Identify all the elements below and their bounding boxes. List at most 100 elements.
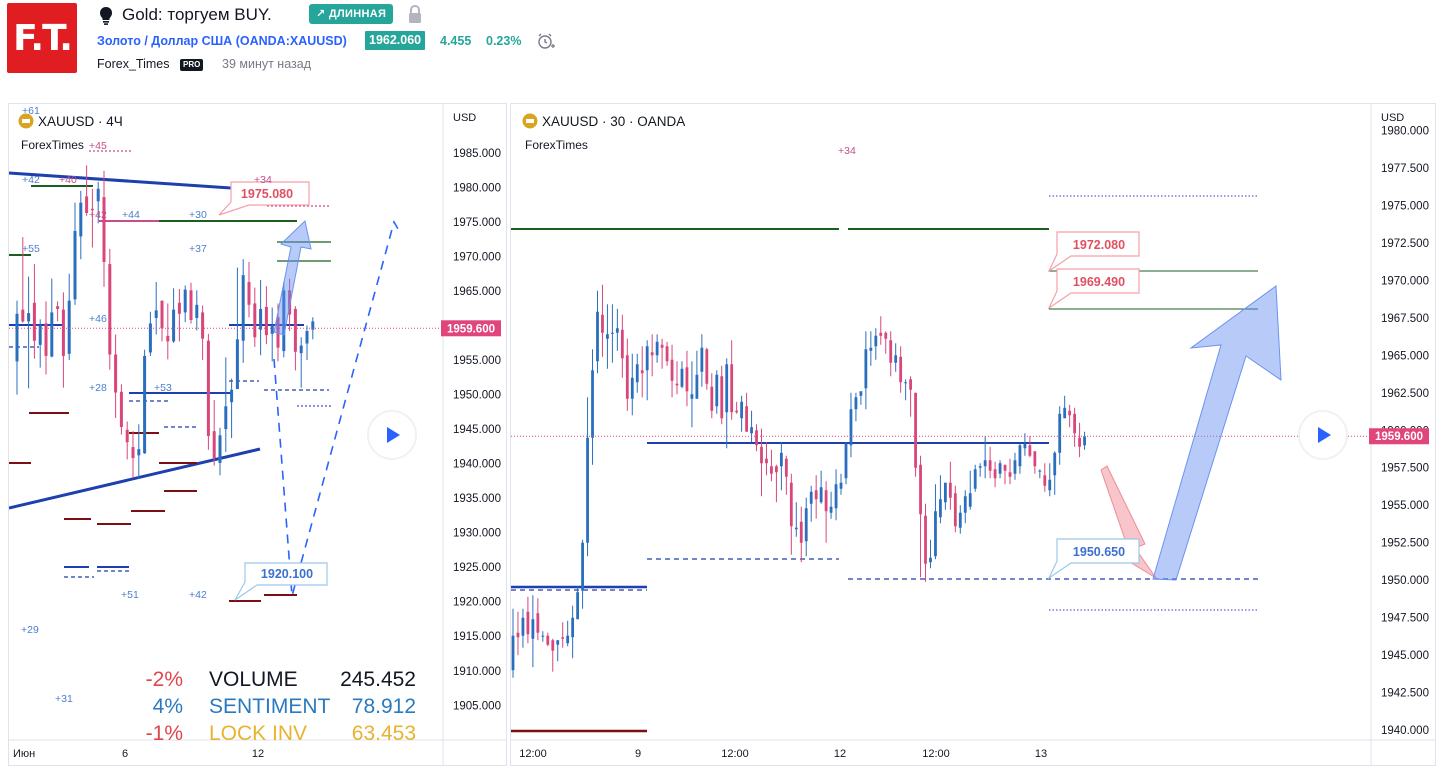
candle-body [1043, 475, 1047, 486]
candle-body [625, 355, 629, 399]
candle-body [879, 332, 883, 336]
price-tick-label: 1940.000 [1381, 725, 1429, 737]
brand-logo[interactable]: F.T. [7, 3, 77, 73]
candle-body [56, 306, 60, 309]
candle-body [119, 391, 123, 428]
candle-body [615, 328, 619, 333]
price-tick-label: 1905.000 [453, 700, 501, 712]
time-tick-label: 9 [635, 748, 641, 760]
candle-body [224, 406, 228, 430]
target-label: 1975.080 [241, 187, 293, 201]
candle-body [556, 640, 560, 645]
candle-body [715, 374, 719, 407]
play-button[interactable] [367, 410, 417, 460]
pro-badge: PRO [180, 59, 204, 71]
target-label-box [1047, 231, 1140, 273]
candle-body [531, 619, 535, 639]
candle-body [660, 344, 664, 348]
time-tick-label: 12:00 [922, 748, 950, 760]
price-tick-label: 1965.000 [1381, 350, 1429, 362]
price-tick-label: 1915.000 [453, 631, 501, 643]
candle-body [1038, 470, 1042, 472]
candle-body [73, 230, 77, 300]
candle-body [521, 617, 525, 636]
price-change: 4.455 [440, 34, 472, 48]
candle-body [998, 463, 1002, 474]
candle-body [154, 310, 158, 318]
candle-body [874, 335, 878, 347]
candle-body [884, 332, 888, 339]
count-annotation: +51 [121, 589, 139, 601]
candle-body [799, 521, 803, 543]
last-price-tag-text: 1959.600 [1375, 431, 1423, 443]
candle-body [978, 466, 982, 468]
last-price-tag-text: 1959.600 [447, 323, 495, 335]
symbol-code[interactable]: (OANDA:XAUUSD) [235, 34, 347, 48]
symbol-link[interactable]: Золото / Доллар США (OANDA:XAUUSD) [97, 34, 347, 48]
chart-4h-panel[interactable]: USD 1985.000 1980.000 1975.000 1970.000 1965.… [8, 103, 507, 766]
candle-body [195, 304, 199, 318]
count-annotation: +42 [189, 589, 207, 601]
candle-body [1068, 410, 1072, 416]
candle-body [1028, 445, 1032, 456]
symbol-name[interactable]: Золото / Доллар США [97, 34, 233, 48]
chart-30m-panel[interactable]: USD 1980.000 1977.500 1975.000 1972.500 1970.… [510, 103, 1436, 766]
author-name[interactable]: Forex_Times [97, 57, 170, 71]
play-icon[interactable] [1318, 427, 1331, 443]
candle-body [849, 409, 853, 446]
candle-body [561, 637, 565, 639]
candle-body [85, 196, 89, 213]
play-button[interactable] [1298, 410, 1348, 460]
candle-body [591, 370, 594, 438]
count-annotation: +46 [89, 313, 107, 325]
candle-body [571, 617, 575, 638]
candle-body [541, 635, 545, 637]
play-icon[interactable] [387, 427, 400, 443]
candle-body [264, 306, 268, 336]
candle-body [1073, 413, 1077, 434]
last-price-tag [441, 320, 501, 337]
stat-value: 63.453 [352, 722, 416, 745]
candle-body [929, 557, 932, 563]
candle-body [1058, 413, 1062, 453]
candle-body [755, 430, 758, 446]
candle-body [511, 635, 515, 671]
entry-label: 1950.650 [1073, 545, 1125, 559]
candle-body [635, 364, 639, 383]
alarm-clock-icon[interactable] [536, 31, 556, 51]
candle-body [212, 431, 216, 459]
price-tick-label: 1910.000 [453, 666, 501, 678]
time-tick-label: 12 [252, 748, 264, 760]
time-tick-label: 6 [122, 748, 128, 760]
chart-4h[interactable]: USD 1985.000 1980.000 1975.000 1970.000 1965.… [9, 104, 507, 766]
candle-body [899, 356, 903, 383]
price-tick-label: 1965.000 [453, 286, 501, 298]
price-tick-label: 1925.000 [453, 562, 501, 574]
price-tick-label: 1972.500 [1381, 238, 1429, 250]
candle-body [61, 309, 65, 356]
candle-body [735, 410, 739, 413]
candle-body [919, 464, 922, 515]
candle-body [670, 359, 674, 381]
candle-body [299, 345, 303, 354]
candle-body [183, 289, 187, 313]
price-tick-label: 1945.000 [453, 424, 501, 436]
candle-body [241, 275, 245, 341]
candle-body [1008, 472, 1012, 477]
last-price-tag [1369, 428, 1429, 445]
stat-change: -2% [146, 668, 183, 691]
candle-body [1048, 479, 1052, 491]
price-tick-label: 1930.000 [453, 528, 501, 540]
candle-body [253, 303, 257, 338]
candle-body [725, 364, 729, 413]
price-tick-label: 1962.500 [1381, 388, 1429, 400]
candle-body [189, 290, 193, 321]
last-price: 1962.060 [365, 31, 426, 50]
candle-body [79, 202, 83, 237]
candle-body [1018, 445, 1022, 467]
candle-body [794, 527, 798, 530]
candle-body [993, 469, 997, 479]
price-tick-label: 1940.000 [453, 459, 501, 471]
candle-body [526, 611, 530, 635]
